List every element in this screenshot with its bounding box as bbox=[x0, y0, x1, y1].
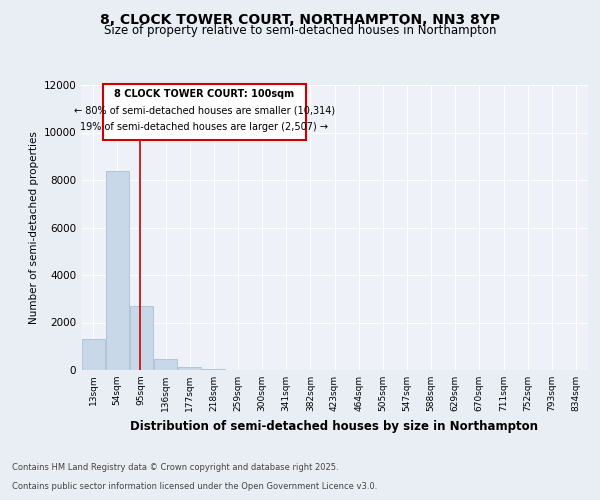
Text: ← 80% of semi-detached houses are smaller (10,314): ← 80% of semi-detached houses are smalle… bbox=[74, 106, 335, 116]
Text: 19% of semi-detached houses are larger (2,507) →: 19% of semi-detached houses are larger (… bbox=[80, 122, 328, 132]
Text: 8 CLOCK TOWER COURT: 100sqm: 8 CLOCK TOWER COURT: 100sqm bbox=[115, 89, 295, 99]
Text: Size of property relative to semi-detached houses in Northampton: Size of property relative to semi-detach… bbox=[104, 24, 496, 37]
Text: Contains public sector information licensed under the Open Government Licence v3: Contains public sector information licen… bbox=[12, 482, 377, 491]
Bar bbox=[106, 170, 128, 370]
FancyBboxPatch shape bbox=[103, 84, 305, 140]
Bar bbox=[178, 367, 201, 370]
Y-axis label: Number of semi-detached properties: Number of semi-detached properties bbox=[29, 131, 39, 324]
Text: 8, CLOCK TOWER COURT, NORTHAMPTON, NN3 8YP: 8, CLOCK TOWER COURT, NORTHAMPTON, NN3 8… bbox=[100, 12, 500, 26]
X-axis label: Distribution of semi-detached houses by size in Northampton: Distribution of semi-detached houses by … bbox=[131, 420, 539, 432]
Bar bbox=[82, 339, 104, 370]
Text: Contains HM Land Registry data © Crown copyright and database right 2025.: Contains HM Land Registry data © Crown c… bbox=[12, 464, 338, 472]
Bar bbox=[130, 306, 153, 370]
Bar bbox=[154, 360, 177, 370]
